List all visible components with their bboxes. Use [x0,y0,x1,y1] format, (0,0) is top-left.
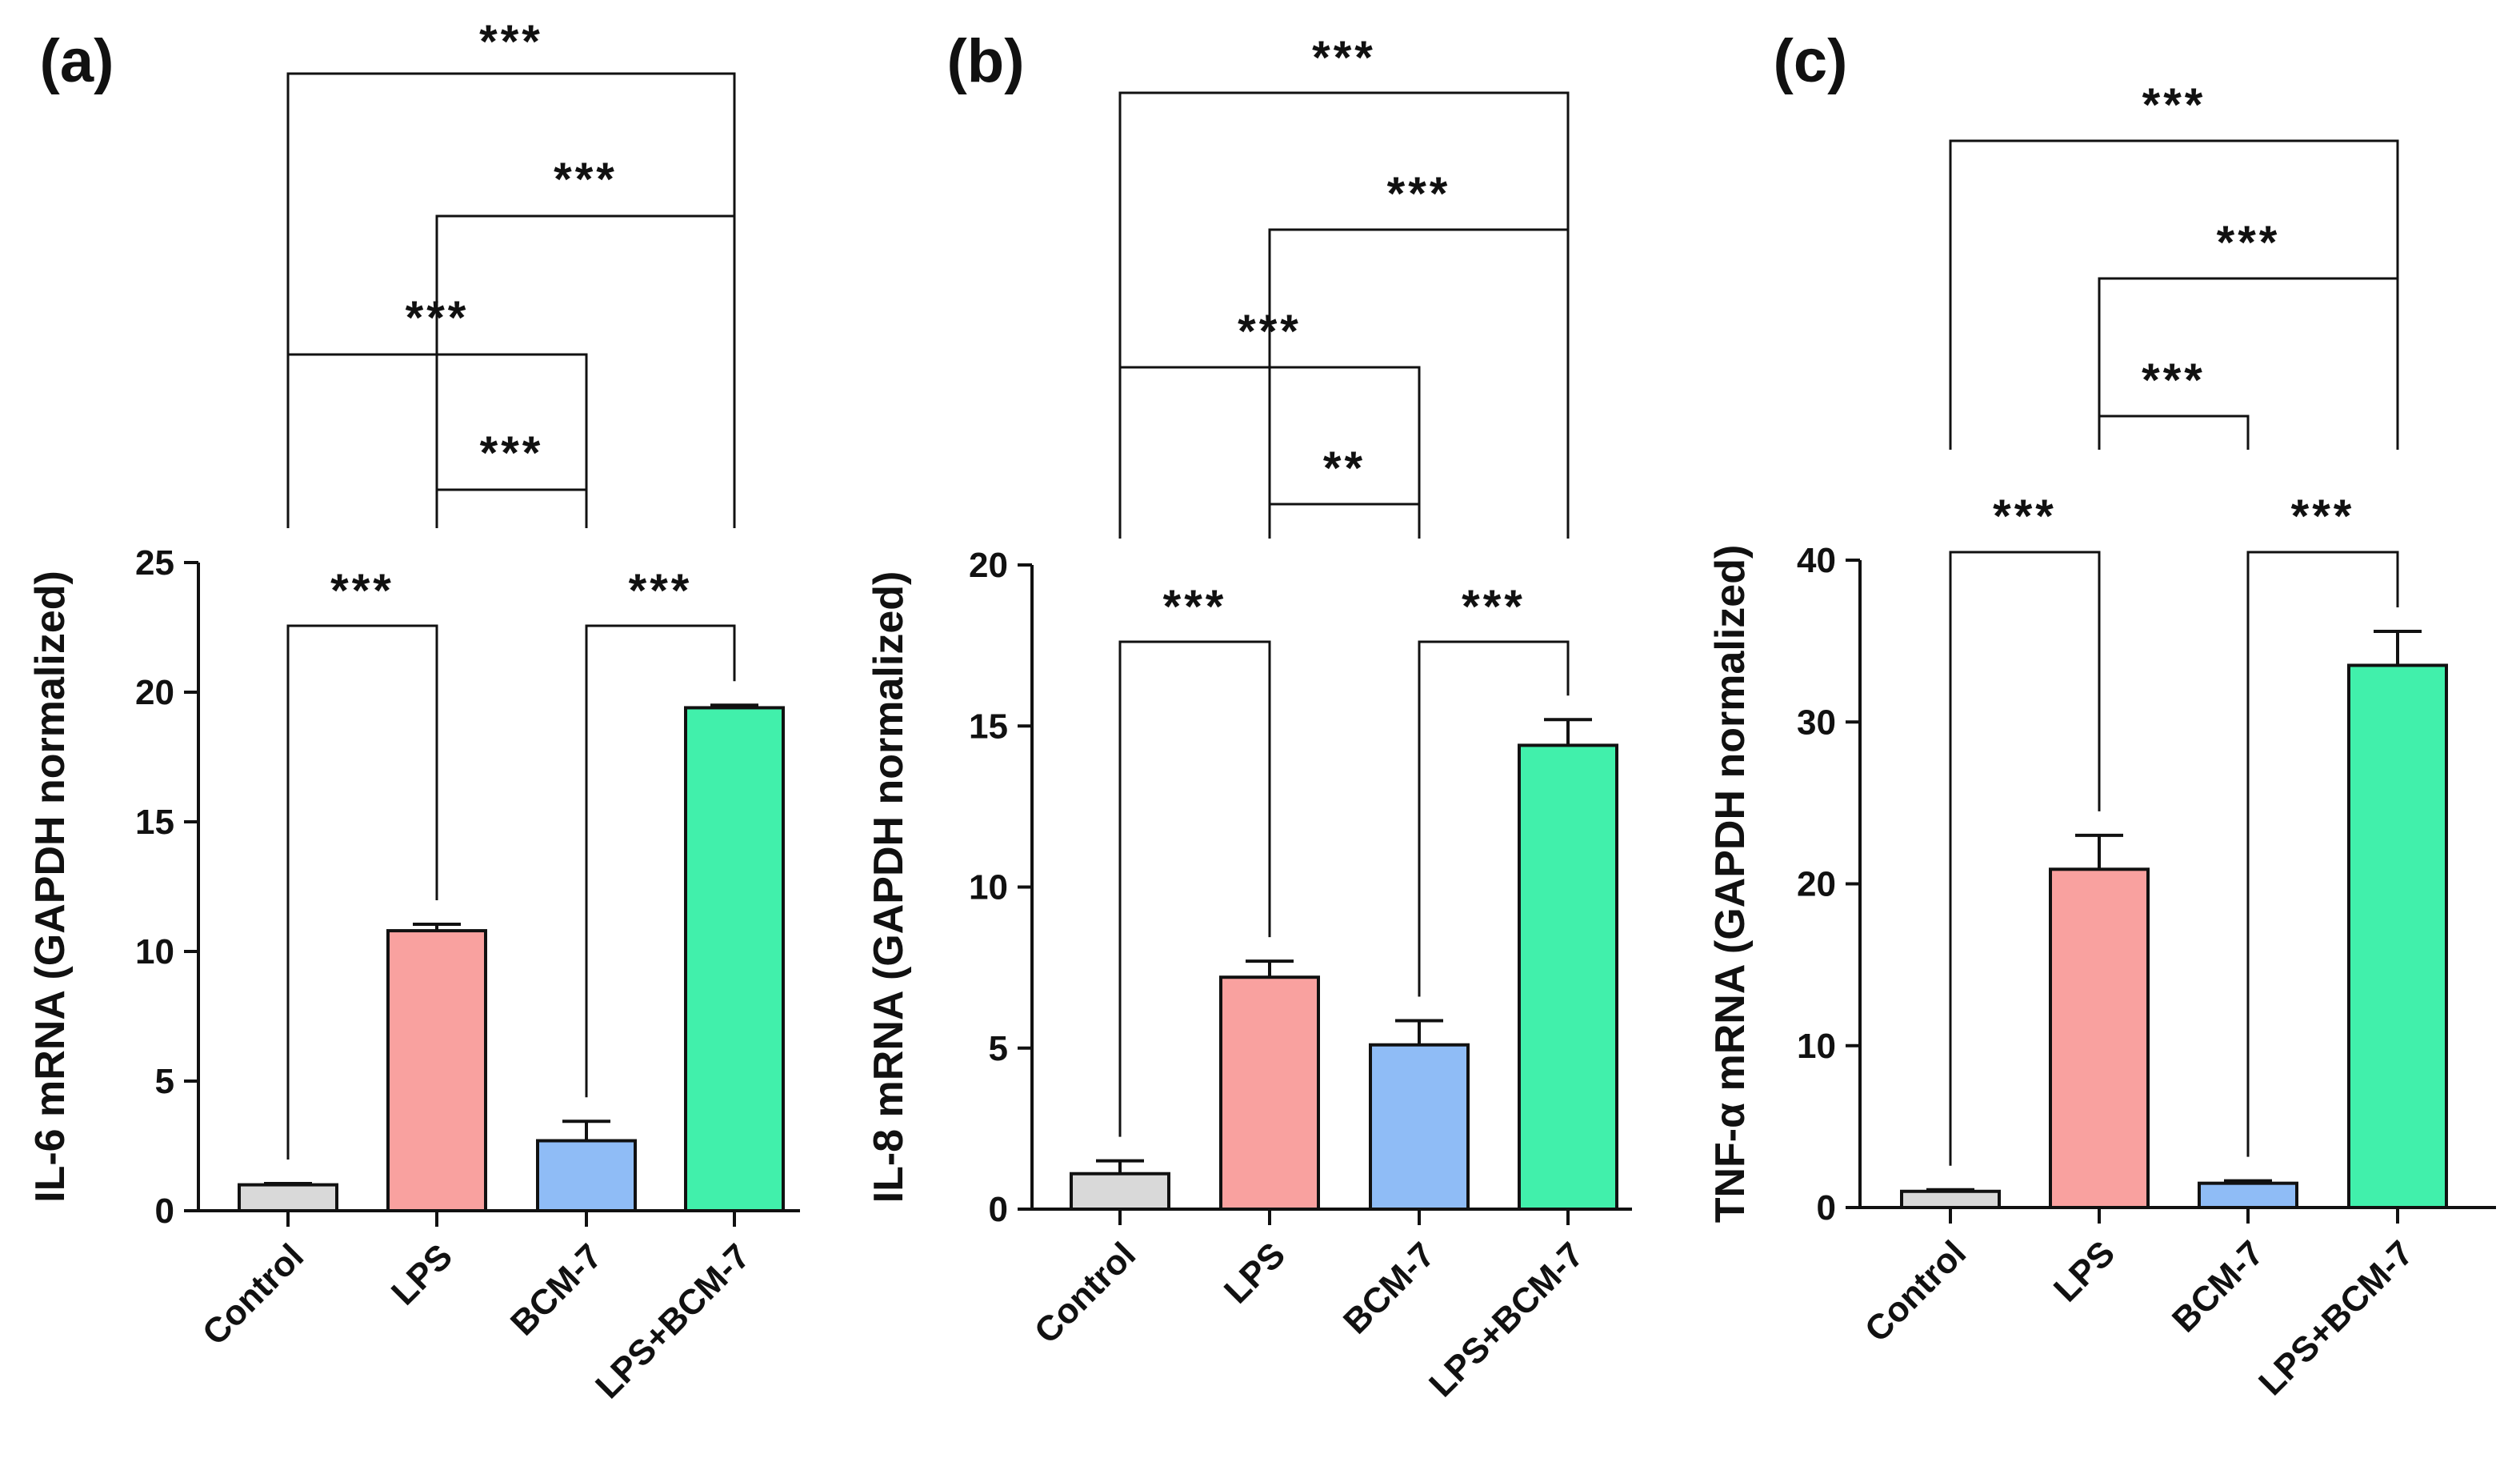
significance-bracket [2098,415,2250,450]
significance-label: *** [1312,32,1376,84]
significance-label: *** [554,154,618,206]
significance-label: *** [330,565,394,617]
y-tick-label: 0 [1817,1188,1836,1228]
bar-control [238,1183,338,1212]
bar-lps-bcm-7 [2347,663,2448,1209]
x-category-label: Control [1027,1235,1143,1351]
x-category-label: LPS+BCM-7 [2251,1233,2421,1403]
y-axis-title: TNF-α mRNA (GAPDH normalized) [1707,545,1754,1224]
significance-label: *** [479,16,543,68]
y-tick-label: 10 [135,932,174,971]
x-category-label: BCM-7 [2165,1233,2271,1340]
significance-label: *** [1387,168,1451,220]
y-tick-label: 15 [969,707,1008,746]
significance-bracket [1418,640,1570,997]
bar-bcm-7 [2198,1181,2298,1209]
significance-label: *** [1993,491,2057,543]
y-tick-label: 40 [1797,541,1836,580]
significance-bracket [286,72,736,528]
x-category-label: LPS+BCM-7 [1422,1235,1591,1404]
y-tick-label: 15 [135,803,174,842]
significance-label: ** [1323,443,1366,495]
y-tick-label: 5 [155,1062,174,1101]
significance-bracket [1949,139,2399,450]
bar-lps [386,929,487,1212]
y-tick-label: 20 [135,673,174,712]
bar-lps [1219,975,1320,1211]
x-category-label: Control [195,1236,311,1352]
panel-label: (a) [40,27,114,95]
chart-panel-3: (c) TNF-α mRNA (GAPDH normalized) 0 10 20 30 4… [1707,27,2496,1403]
significance-label: *** [629,565,693,617]
x-category-label: LPS+BCM-7 [588,1236,758,1406]
x-category-label: LPS [384,1236,460,1312]
y-axis-title: IL-6 mRNA (GAPDH normalized) [27,571,74,1203]
significance-bracket [286,624,438,1160]
significance-label: *** [1238,306,1302,358]
bar-control [1900,1189,2001,1210]
y-tick-label: 20 [1797,865,1836,904]
x-category-label: BCM-7 [1336,1235,1442,1341]
significance-label: *** [1462,581,1526,633]
chart-panel-2: (b) IL-8 mRNA (GAPDH normalized) 0 5 10 15 20 C… [866,27,1632,1404]
y-tick-label: 10 [1797,1027,1836,1066]
significance-label: *** [2142,354,2206,407]
bar-lps-bcm-7 [1518,743,1618,1211]
x-category-label: BCM-7 [503,1236,610,1343]
significance-bracket [1268,503,1421,539]
bar-lps [2049,867,2150,1209]
significance-label: *** [2142,79,2206,131]
significance-label: *** [2217,217,2281,269]
y-tick-label: 0 [989,1190,1008,1229]
y-tick-label: 25 [135,543,174,583]
significance-bracket [435,488,588,528]
bar-bcm-7 [1369,1043,1470,1211]
significance-label: *** [480,427,544,479]
panel-label: (b) [946,27,1024,95]
significance-bracket [585,624,736,1098]
y-tick-label: 0 [155,1192,174,1231]
significance-bracket [1118,640,1271,1137]
x-category-label: LPS [1217,1235,1293,1311]
y-tick-label: 20 [969,546,1008,585]
x-category-label: LPS [2046,1233,2122,1309]
significance-label: *** [1163,581,1227,633]
x-category-label: Control [1858,1233,1974,1349]
bar-bcm-7 [536,1139,637,1213]
y-tick-label: 10 [969,868,1008,907]
bar-lps-bcm-7 [684,706,785,1212]
bar-control [1070,1172,1170,1211]
chart-panel-1: (a) IL-6 mRNA (GAPDH normalized) 0 5 10 15 20 2… [27,16,800,1406]
significance-bracket [1949,551,2101,1166]
y-axis-title: IL-8 mRNA (GAPDH normalized) [866,571,912,1204]
significance-bracket [2246,551,2399,1157]
significance-bracket [1118,91,1570,539]
panel-label: (c) [1774,27,1848,95]
y-tick-label: 30 [1797,703,1836,742]
y-tick-label: 5 [989,1029,1008,1068]
significance-label: *** [2291,491,2355,543]
